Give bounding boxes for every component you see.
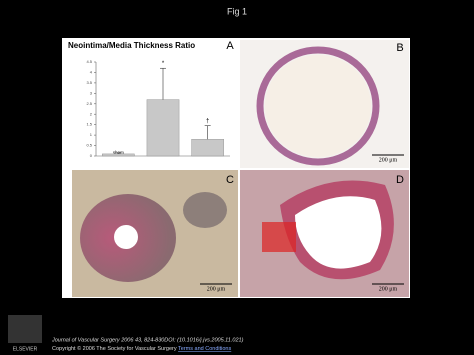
- bar: [102, 153, 135, 157]
- tissue: [262, 222, 296, 252]
- citation: Journal of Vascular Surgery 2006 43, 824…: [51, 337, 244, 343]
- vessel-wall: [256, 46, 380, 166]
- slide-title: Fig 1: [227, 6, 247, 16]
- bar: [146, 99, 180, 157]
- panel-label: A: [226, 40, 234, 52]
- panel-label: B: [396, 42, 403, 54]
- panel-label: D: [396, 174, 404, 186]
- bar: [191, 139, 224, 157]
- scale-label: 200 μm: [379, 157, 398, 163]
- vessel-lumen: [265, 55, 371, 157]
- tissue: [183, 192, 227, 228]
- y-tick-label: 4.5: [86, 59, 92, 64]
- chart-title: Neointima/Media Thickness Ratio: [68, 41, 195, 50]
- vessel-lumen: [114, 225, 138, 249]
- panel-label: C: [226, 174, 234, 186]
- scale-label: 200 μm: [207, 286, 226, 292]
- y-tick-label: 4: [90, 70, 93, 75]
- y-tick-label: 0.5: [86, 143, 92, 148]
- y-tick-label: 3: [90, 90, 93, 95]
- terms-link[interactable]: Terms and Conditions: [178, 346, 231, 352]
- y-tick-label: 2.5: [86, 101, 92, 106]
- y-tick-label: 0: [90, 153, 93, 158]
- annotation: *: [162, 61, 165, 67]
- copyright-text: Copyright © 2006 The Society for Vascula…: [52, 345, 177, 352]
- logo-image: [8, 315, 42, 343]
- y-tick-label: 3.5: [86, 80, 92, 85]
- y-tick-label: 2: [90, 111, 93, 116]
- logo-text: ELSEVIER: [13, 346, 38, 352]
- copyright: Copyright © 2006 The Society for Vascula…: [52, 345, 231, 352]
- y-tick-label: 1: [90, 132, 93, 137]
- scale-label: 200 μm: [379, 286, 398, 292]
- annotation: †: [206, 118, 209, 124]
- vessel-lumen: [295, 196, 382, 269]
- y-tick-label: 1.5: [86, 122, 92, 127]
